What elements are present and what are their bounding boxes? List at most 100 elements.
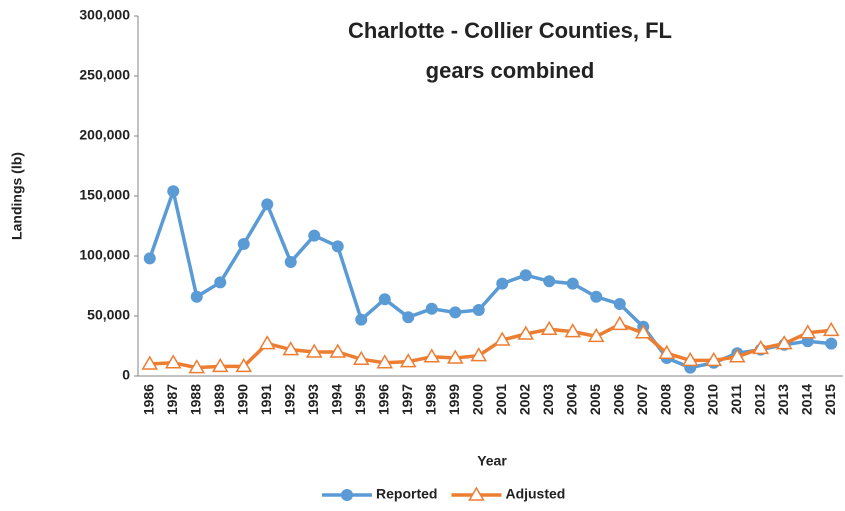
point [352, 350, 370, 365]
point [341, 489, 353, 501]
point [519, 269, 532, 282]
x-axis-label: Year [477, 453, 507, 469]
x-tick-label: 2005 [587, 384, 603, 415]
point [752, 339, 770, 355]
point [775, 335, 793, 350]
point [141, 355, 159, 370]
x-tick-label: 1995 [352, 384, 368, 415]
point [164, 354, 182, 369]
x-tick-label: 1998 [422, 384, 438, 415]
point [634, 324, 652, 339]
point [611, 315, 629, 331]
point [540, 320, 558, 335]
point [468, 486, 485, 501]
x-tick-label: 1989 [211, 384, 227, 415]
point [143, 252, 156, 265]
y-tick-label: 300,000 [79, 7, 130, 23]
x-tick-label: 2010 [704, 384, 720, 415]
x-tick-label: 1999 [446, 384, 462, 415]
point [681, 351, 699, 367]
x-tick-label: 2001 [493, 384, 509, 415]
point [284, 256, 297, 268]
x-tick-label: 2000 [469, 384, 485, 415]
point [449, 306, 462, 319]
point [188, 359, 206, 374]
point [258, 335, 276, 350]
point [564, 323, 582, 338]
point [331, 240, 344, 253]
point [446, 349, 464, 364]
x-tick-label: 2008 [657, 384, 673, 415]
point [470, 347, 488, 362]
y-tick-label: 50,000 [87, 307, 130, 323]
x-tick-label: 2003 [540, 384, 556, 415]
point [472, 304, 485, 316]
point [261, 198, 274, 211]
point [587, 327, 605, 343]
point [237, 238, 250, 250]
point [543, 275, 556, 288]
point [425, 302, 438, 315]
x-tick-label: 2002 [516, 384, 532, 415]
point [235, 357, 253, 373]
y-tick-label: 0 [122, 367, 130, 383]
point [308, 229, 321, 242]
y-tick-label: 100,000 [79, 247, 130, 263]
x-tick-label: 2009 [681, 384, 697, 415]
point [305, 343, 323, 358]
point [214, 276, 227, 289]
chart-title: Charlotte - Collier Counties, FL [348, 18, 672, 43]
point [167, 185, 180, 198]
point [590, 290, 603, 303]
point [825, 337, 838, 350]
x-tick-label: 2012 [751, 384, 767, 415]
point [566, 277, 579, 290]
series-line [148, 189, 832, 370]
y-axis-label: Landings (lb) [9, 152, 25, 240]
x-tick-label: 2004 [563, 384, 579, 415]
point [190, 290, 203, 303]
x-tick-label: 1988 [187, 384, 203, 415]
x-tick-label: 2007 [634, 384, 650, 415]
x-tick-label: 2013 [775, 384, 791, 415]
point [493, 331, 511, 346]
y-tick-label: 200,000 [79, 127, 130, 143]
point [211, 357, 229, 373]
point [799, 324, 817, 339]
point [705, 351, 723, 367]
point [728, 348, 746, 363]
x-tick-label: 2014 [798, 384, 814, 415]
point [496, 277, 509, 290]
legend-label: Reported [376, 486, 437, 502]
point [613, 298, 626, 310]
point [376, 354, 394, 369]
x-tick-label: 1994 [328, 384, 344, 415]
x-tick-label: 1990 [234, 384, 250, 415]
chart-subtitle: gears combined [426, 58, 595, 83]
point [329, 343, 347, 358]
x-tick-label: 1993 [305, 384, 321, 415]
x-tick-label: 1997 [399, 384, 415, 415]
x-tick-label: 1986 [140, 384, 156, 415]
point [658, 344, 676, 359]
point [402, 311, 415, 324]
point [282, 341, 300, 356]
legend-label: Adjusted [505, 486, 565, 502]
series-line [149, 322, 832, 370]
point [822, 321, 840, 337]
y-tick-label: 150,000 [79, 187, 130, 203]
y-tick-label: 250,000 [79, 67, 130, 83]
point [399, 353, 417, 368]
point [517, 325, 535, 340]
x-tick-label: 1987 [164, 384, 180, 415]
point [378, 293, 391, 306]
point [355, 313, 368, 326]
x-tick-label: 2006 [610, 384, 626, 415]
x-tick-label: 1991 [258, 384, 274, 415]
point [423, 348, 441, 363]
x-tick-label: 1992 [281, 384, 297, 415]
x-tick-label: 2011 [728, 384, 744, 415]
x-tick-label: 1996 [375, 384, 391, 415]
x-tick-label: 2015 [822, 384, 838, 415]
